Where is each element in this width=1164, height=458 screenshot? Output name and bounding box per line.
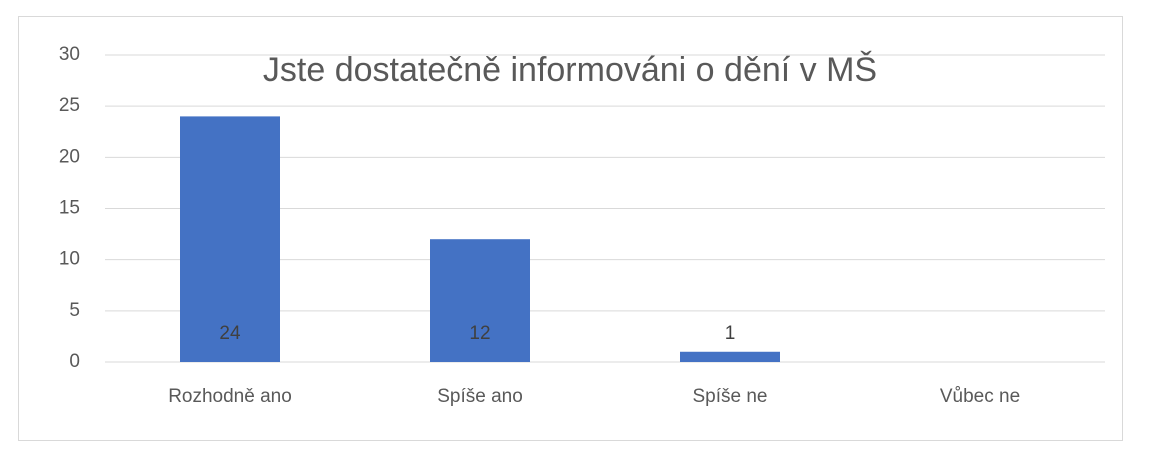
chart-title: Jste dostatečně informováni o dění v MŠ <box>263 51 877 89</box>
y-tick-label: 5 <box>69 300 80 321</box>
y-tick-label: 20 <box>59 146 80 167</box>
y-tick-label: 10 <box>59 249 80 270</box>
data-label: 1 <box>725 323 736 344</box>
y-tick-label: 30 <box>59 44 80 65</box>
y-tick-label: 0 <box>69 351 80 372</box>
data-label: 12 <box>469 323 490 344</box>
x-tick-label: Spíše ano <box>437 386 523 407</box>
y-tick-label: 15 <box>59 198 80 219</box>
x-tick-label: Rozhodně ano <box>168 386 292 407</box>
data-label: 24 <box>219 323 241 344</box>
bar <box>680 351 780 362</box>
bar <box>180 116 280 363</box>
bar <box>430 239 530 362</box>
y-tick-label: 25 <box>59 95 80 116</box>
x-tick-label: Spíše ne <box>693 386 768 407</box>
x-tick-label: Vůbec ne <box>940 386 1020 407</box>
